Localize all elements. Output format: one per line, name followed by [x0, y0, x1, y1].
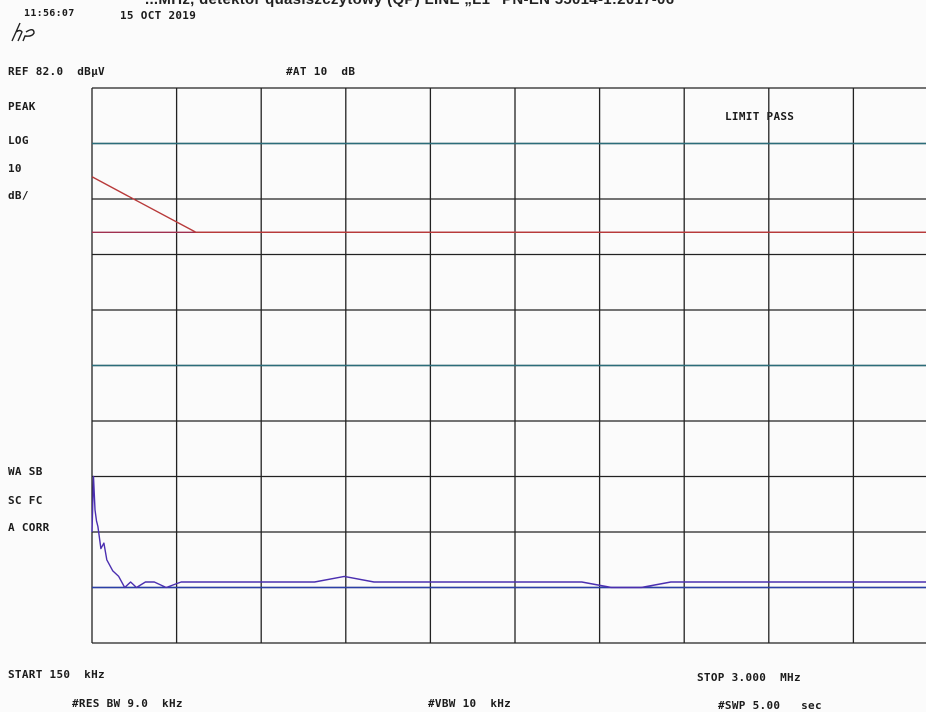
scale-type: LOG — [8, 134, 29, 147]
timestamp-time: 11:56:07 — [24, 8, 75, 19]
trace-line — [91, 475, 926, 589]
hp-logo-icon: hp — [11, 22, 35, 42]
vbw-unit: kHz — [490, 697, 512, 710]
scale-value: 10 — [8, 162, 22, 175]
trace-b-mode: SC FC — [8, 494, 43, 507]
plot-series — [91, 176, 926, 589]
timestamp-date: 15 OCT 2019 — [120, 9, 197, 22]
detector-mode: PEAK — [8, 100, 36, 113]
attenuation-unit: dB — [341, 65, 356, 78]
rbw-unit: kHz — [162, 697, 183, 710]
ref-unit: dBμV — [77, 65, 105, 78]
video-bandwidth: #VBW 10 kHz — [428, 697, 512, 710]
start-frequency: START 150 kHz — [8, 668, 105, 681]
stop-frequency: STOP 3.000 MHz — [697, 671, 801, 684]
reference-lines — [92, 142, 926, 589]
resolution-bandwidth: #RES BW 9.0 kHz — [72, 697, 183, 710]
start-unit: kHz — [84, 668, 105, 681]
limit-status: LIMIT PASS — [725, 110, 795, 123]
scale-unit: dB/ — [8, 189, 29, 202]
ref-level: REF 82.0 dBμV — [8, 65, 105, 78]
stop-unit: MHz — [780, 671, 801, 684]
attenuation: #AT 10 dB — [286, 65, 356, 78]
caption-text: ...MHz, detektor quasiszczytowy (QP) LIN… — [145, 0, 674, 8]
trace-a-mode: WA SB — [8, 465, 43, 478]
amplitude-correction: A CORR — [8, 521, 50, 534]
limit-line — [91, 176, 926, 233]
